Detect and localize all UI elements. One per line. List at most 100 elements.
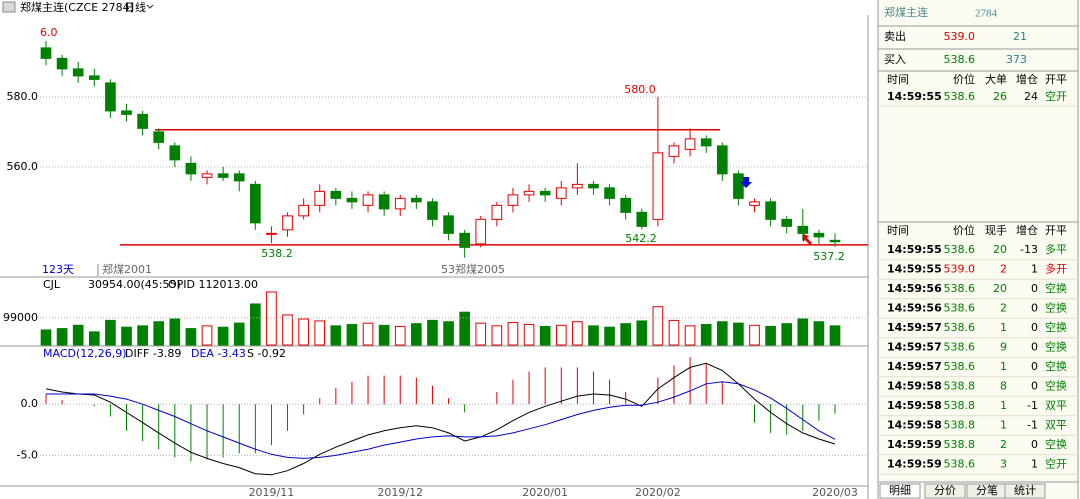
- candle-body: [620, 197, 632, 213]
- volume-bar: [314, 320, 326, 346]
- volume-info: 30954.00(45:55): [88, 278, 181, 291]
- volume-bar: [105, 319, 116, 346]
- price-annotation: 580.0: [624, 83, 656, 96]
- chart-label: 郑煤2001: [102, 262, 152, 276]
- table-cell: 3: [1000, 458, 1007, 471]
- table-cell: 538.8: [944, 380, 976, 393]
- table-cell: 0: [1031, 341, 1038, 354]
- volume-bar: [330, 325, 342, 346]
- table-cell: 8: [1000, 380, 1007, 393]
- volume-bar: [700, 323, 712, 346]
- table-cell: 539.0: [944, 263, 976, 276]
- tab[interactable]: [924, 483, 966, 499]
- candle-body: [765, 201, 776, 220]
- macd-dea-line: [46, 381, 836, 459]
- candle-body: [733, 173, 744, 199]
- period-chevron[interactable]: [146, 4, 154, 9]
- candle-body: [588, 183, 599, 189]
- volume-name[interactable]: CJL: [43, 278, 61, 291]
- candle-body: [829, 239, 841, 243]
- volume-bar: [588, 325, 599, 346]
- candle-body: [652, 152, 664, 220]
- candle-body: [362, 194, 374, 206]
- volume-bar: [539, 325, 551, 346]
- volume-bar: [88, 331, 100, 346]
- volume-info: OPID 112013.00: [168, 278, 258, 291]
- table-cell: 2: [1000, 263, 1007, 276]
- table-cell: 538.6: [944, 341, 976, 354]
- y-tick-label: -5.0: [17, 448, 38, 461]
- candle-body: [539, 190, 551, 196]
- volume-bar: [604, 326, 615, 346]
- chart-label: 53郑煤2005: [441, 262, 505, 276]
- x-tick-label: 2019/11: [249, 486, 295, 499]
- price-annotation: 6.0: [40, 26, 58, 39]
- table-header: 增仓: [1016, 223, 1038, 237]
- volume-bar: [491, 325, 503, 346]
- price-annotation: 537.2: [813, 250, 845, 263]
- candle-body: [378, 194, 390, 210]
- tab[interactable]: [1004, 483, 1046, 499]
- volume-bar: [572, 321, 583, 346]
- y-tick-label: 560.0: [7, 160, 39, 173]
- candle-body: [217, 173, 229, 178]
- tab-label[interactable]: 分价: [934, 484, 956, 497]
- volume-bar: [523, 323, 535, 346]
- volume-bar: [733, 322, 744, 346]
- table-cell: 1: [1000, 321, 1007, 334]
- table-cell: 0: [1031, 360, 1038, 373]
- table-cell: 空换: [1045, 379, 1067, 393]
- chart-title: 郑煤主连(CZCE 2784): [20, 0, 134, 14]
- panel-code: 2784: [975, 8, 998, 20]
- table-cell: 14:59:58: [887, 399, 942, 412]
- candle-body: [121, 110, 132, 115]
- table-cell: 空开: [1045, 89, 1067, 103]
- volume-bar: [217, 326, 229, 346]
- table-cell: 空换: [1045, 320, 1067, 334]
- tab-label[interactable]: 分笔: [976, 483, 998, 497]
- tab[interactable]: [879, 483, 921, 499]
- volume-bar: [829, 325, 841, 346]
- panel-title: 郑煤主连: [884, 5, 928, 19]
- table-cell: 空换: [1045, 340, 1067, 354]
- macd-name[interactable]: MACD(12,26,9): [43, 347, 127, 360]
- table-header: 价位: [953, 223, 975, 237]
- candle-body: [411, 197, 422, 203]
- volume-bar: [765, 325, 776, 346]
- table-header: 现手: [985, 223, 1007, 237]
- buy-qty: 373: [1006, 53, 1027, 66]
- volume-bar: [636, 320, 648, 346]
- candle-body: [394, 197, 406, 210]
- candle-body: [330, 190, 342, 199]
- tab-label[interactable]: 统计: [1014, 484, 1036, 497]
- candle-body: [668, 145, 680, 157]
- volume-bar: [346, 323, 358, 346]
- table-cell: 空换: [1045, 281, 1067, 295]
- candle-body: [72, 68, 84, 77]
- x-tick-label: 2020/02: [635, 486, 681, 499]
- sell-label: 卖出: [884, 29, 906, 43]
- table-cell: 538.6: [944, 243, 976, 256]
- table-header: 价位: [953, 72, 975, 86]
- table-cell: 双平: [1045, 399, 1067, 412]
- table-cell: 9: [1000, 341, 1007, 354]
- candle-body: [507, 194, 519, 206]
- table-cell: 1: [1000, 419, 1007, 432]
- volume-bar: [555, 324, 567, 346]
- volume-bar: [185, 328, 197, 346]
- candle-body: [169, 145, 181, 161]
- period-selector[interactable]: 日线: [124, 0, 146, 14]
- tab-label[interactable]: 明细: [889, 484, 911, 497]
- table-cell: 538.8: [944, 438, 976, 451]
- sell-price: 539.0: [944, 30, 976, 43]
- volume-bar: [153, 321, 165, 346]
- table-cell: 0: [1031, 302, 1038, 315]
- y-tick-label: 99000: [3, 311, 38, 324]
- volume-bar: [427, 319, 438, 346]
- candle-body: [56, 57, 68, 70]
- x-tick-label: 2019/12: [377, 486, 423, 499]
- candle-body: [314, 190, 326, 206]
- table-cell: 538.6: [944, 90, 976, 103]
- menu-icon[interactable]: [2, 1, 16, 13]
- table-cell: 空换: [1045, 301, 1067, 315]
